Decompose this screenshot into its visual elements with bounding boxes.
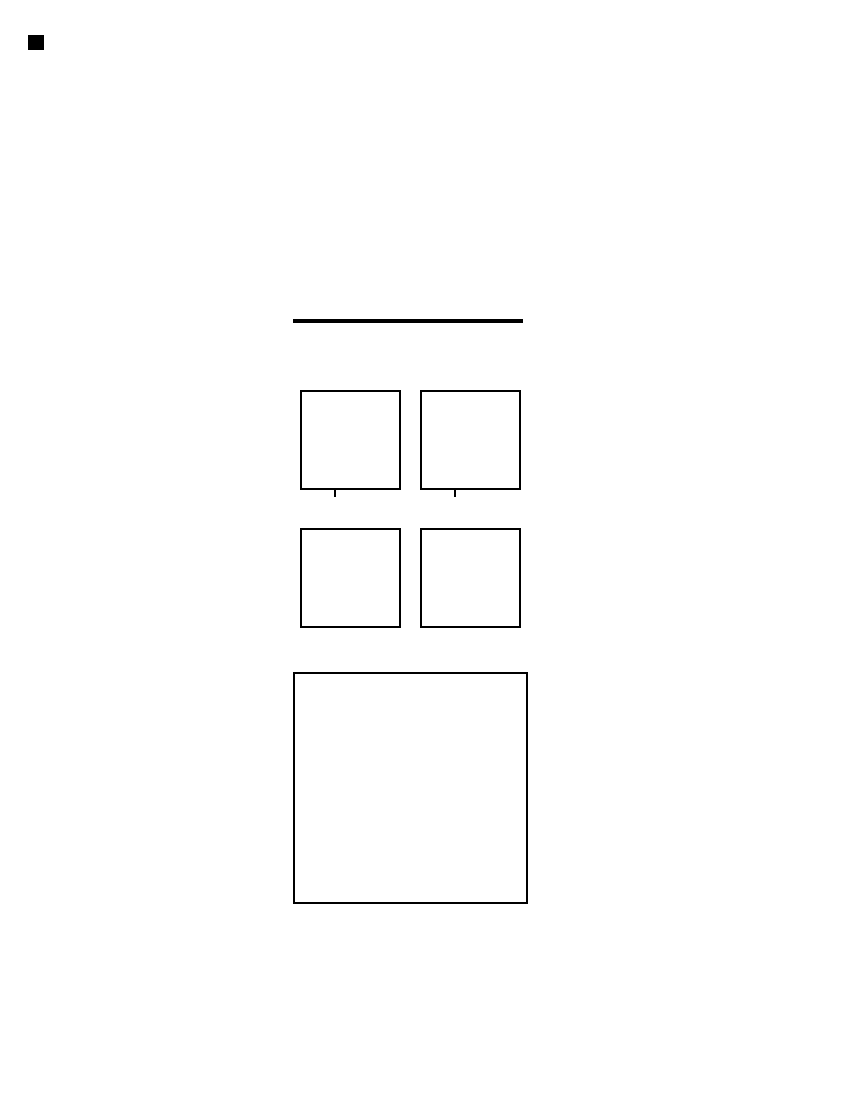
contour-frame xyxy=(293,672,528,904)
comparison-box-left xyxy=(300,390,401,490)
comparison-box-right xyxy=(420,390,521,490)
comparison-canvas-left xyxy=(302,392,398,487)
comparison-canvas-right xyxy=(422,392,518,487)
comparison-tick-right xyxy=(454,490,456,497)
particle-motion-box-left xyxy=(300,528,401,628)
particle-motion-canvas-left xyxy=(302,530,398,625)
particle-motion-box-right xyxy=(420,528,521,628)
contour-canvas xyxy=(296,675,525,901)
corner-marker xyxy=(28,35,44,50)
waveform-traces-canvas xyxy=(285,160,525,316)
particle-motion-canvas-right xyxy=(422,530,518,625)
time-axis-line xyxy=(293,319,523,323)
comparison-tick-left xyxy=(334,490,336,497)
